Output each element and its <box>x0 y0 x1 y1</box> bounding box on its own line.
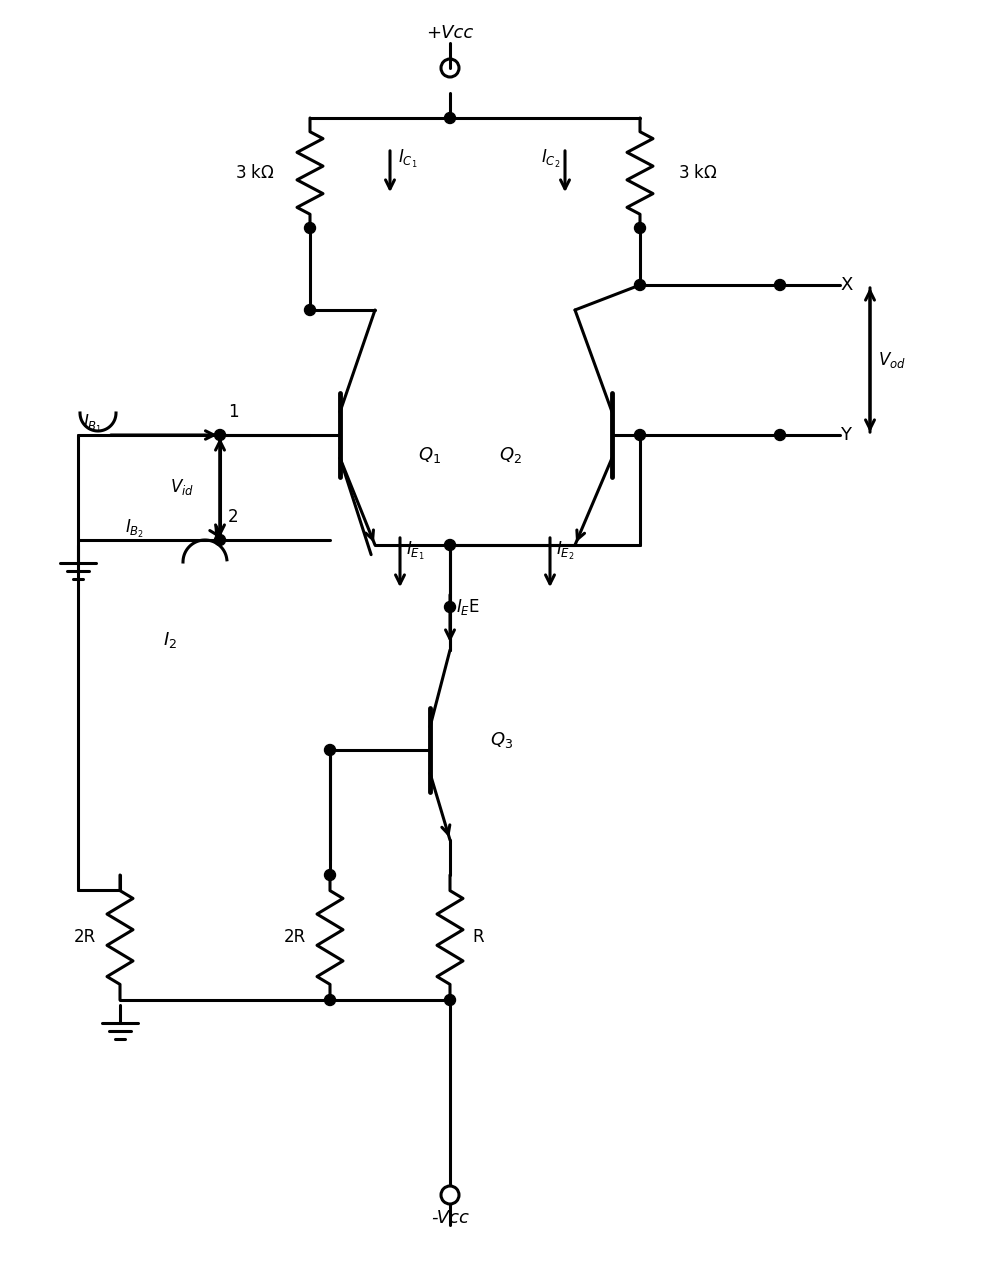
Circle shape <box>635 223 645 234</box>
Circle shape <box>445 995 455 1005</box>
Text: $I_{B_1}$: $I_{B_1}$ <box>83 413 102 435</box>
Circle shape <box>215 534 226 546</box>
Text: Y: Y <box>840 426 851 444</box>
Circle shape <box>305 304 316 315</box>
Circle shape <box>445 602 455 613</box>
Circle shape <box>325 744 336 756</box>
Circle shape <box>445 539 455 551</box>
Text: $Q_2$: $Q_2$ <box>499 445 522 466</box>
Circle shape <box>215 430 226 440</box>
Text: +Vcc: +Vcc <box>427 24 473 42</box>
Text: $Q_3$: $Q_3$ <box>490 730 513 750</box>
Circle shape <box>774 430 785 440</box>
Text: $V_{id}$: $V_{id}$ <box>170 477 194 497</box>
Text: 2R: 2R <box>74 929 96 946</box>
Text: $I_2$: $I_2$ <box>163 630 177 650</box>
Text: $I_{C_2}$: $I_{C_2}$ <box>541 148 560 170</box>
Text: R: R <box>472 929 484 946</box>
Text: $I_{E_2}$: $I_{E_2}$ <box>556 541 574 562</box>
Text: 2: 2 <box>228 508 239 527</box>
Text: $I_{C_1}$: $I_{C_1}$ <box>398 148 418 170</box>
Text: 2R: 2R <box>284 929 306 946</box>
Text: 3 k$\Omega$: 3 k$\Omega$ <box>678 164 718 182</box>
Circle shape <box>774 280 785 290</box>
Circle shape <box>445 112 455 123</box>
Text: -Vcc: -Vcc <box>431 1208 469 1227</box>
Text: $I_E$: $I_E$ <box>456 597 470 617</box>
Circle shape <box>305 223 316 234</box>
Text: 1: 1 <box>228 403 239 421</box>
Circle shape <box>325 995 336 1005</box>
Text: $Q_1$: $Q_1$ <box>419 445 442 466</box>
Text: 3 k$\Omega$: 3 k$\Omega$ <box>236 164 275 182</box>
Circle shape <box>635 280 645 290</box>
Text: X: X <box>840 276 852 294</box>
Text: $V_{od}$: $V_{od}$ <box>878 350 906 370</box>
Circle shape <box>635 430 645 440</box>
Text: E: E <box>468 598 478 616</box>
Text: $I_{B_2}$: $I_{B_2}$ <box>125 518 145 541</box>
Text: $I_{E_1}$: $I_{E_1}$ <box>406 541 425 562</box>
Circle shape <box>325 870 336 880</box>
